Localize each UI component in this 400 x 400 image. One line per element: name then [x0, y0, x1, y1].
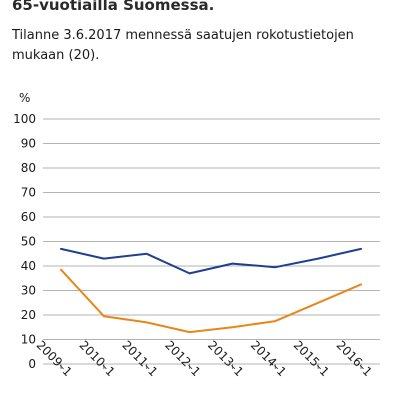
y-tick-label: 0: [28, 357, 36, 371]
series-1-point: [60, 248, 62, 250]
x-tick-label: 2011–1: [119, 338, 160, 379]
series-2-point: [231, 326, 234, 329]
y-tick-label: 90: [21, 137, 36, 151]
series-2-point: [360, 283, 362, 286]
x-tick-label: 2014–1: [248, 338, 289, 379]
series-1-point: [274, 266, 277, 269]
y-tick-label: 20: [21, 308, 36, 322]
x-tick-label: 2009–1: [34, 338, 75, 379]
y-tick-label: 40: [21, 259, 36, 273]
x-tick-label: 2012–1: [162, 338, 203, 379]
x-tick-label: 2016–1: [334, 338, 375, 379]
series-1-point: [145, 252, 148, 255]
chart-subtitle: Tilanne 3.6.2017 mennessä saatujen rokot…: [12, 28, 354, 63]
x-tick-label: 2013–1: [205, 338, 246, 379]
chart-title: 65-vuotiailla Suomessa.: [12, 0, 215, 14]
series-1-point: [188, 272, 191, 275]
series-2-point: [188, 331, 191, 333]
series-layer: [60, 247, 362, 334]
series-2-point: [103, 315, 105, 318]
series-2-point: [274, 320, 277, 322]
x-tick-label: 2010–1: [76, 338, 117, 379]
series-1-point: [231, 262, 234, 265]
grid-layer: [43, 118, 380, 365]
y-tick-label: 100: [13, 112, 36, 126]
series-2-point: [145, 321, 148, 324]
axis-layer: 0 10 20 30 40 50 60 70 80 90 100 2009–1 2010–1 2011–1…: [13, 112, 375, 379]
y-tick-label: 10: [21, 333, 36, 347]
series-2-point: [60, 268, 62, 271]
series-1-point: [360, 248, 362, 250]
series-2-point: [317, 301, 319, 304]
y-tick-label: 60: [21, 210, 36, 224]
y-tick-label: 80: [21, 161, 36, 175]
series-1-point: [103, 257, 105, 260]
series-1-point: [317, 257, 319, 260]
y-tick-label: 50: [21, 235, 36, 249]
y-axis-unit-label: %: [19, 91, 30, 105]
x-tick-label: 2015–1: [291, 338, 332, 379]
y-tick-label: 30: [21, 284, 36, 298]
series-line-2: [60, 268, 362, 334]
series-line-1: [60, 247, 362, 275]
y-tick-label: 70: [21, 186, 36, 200]
